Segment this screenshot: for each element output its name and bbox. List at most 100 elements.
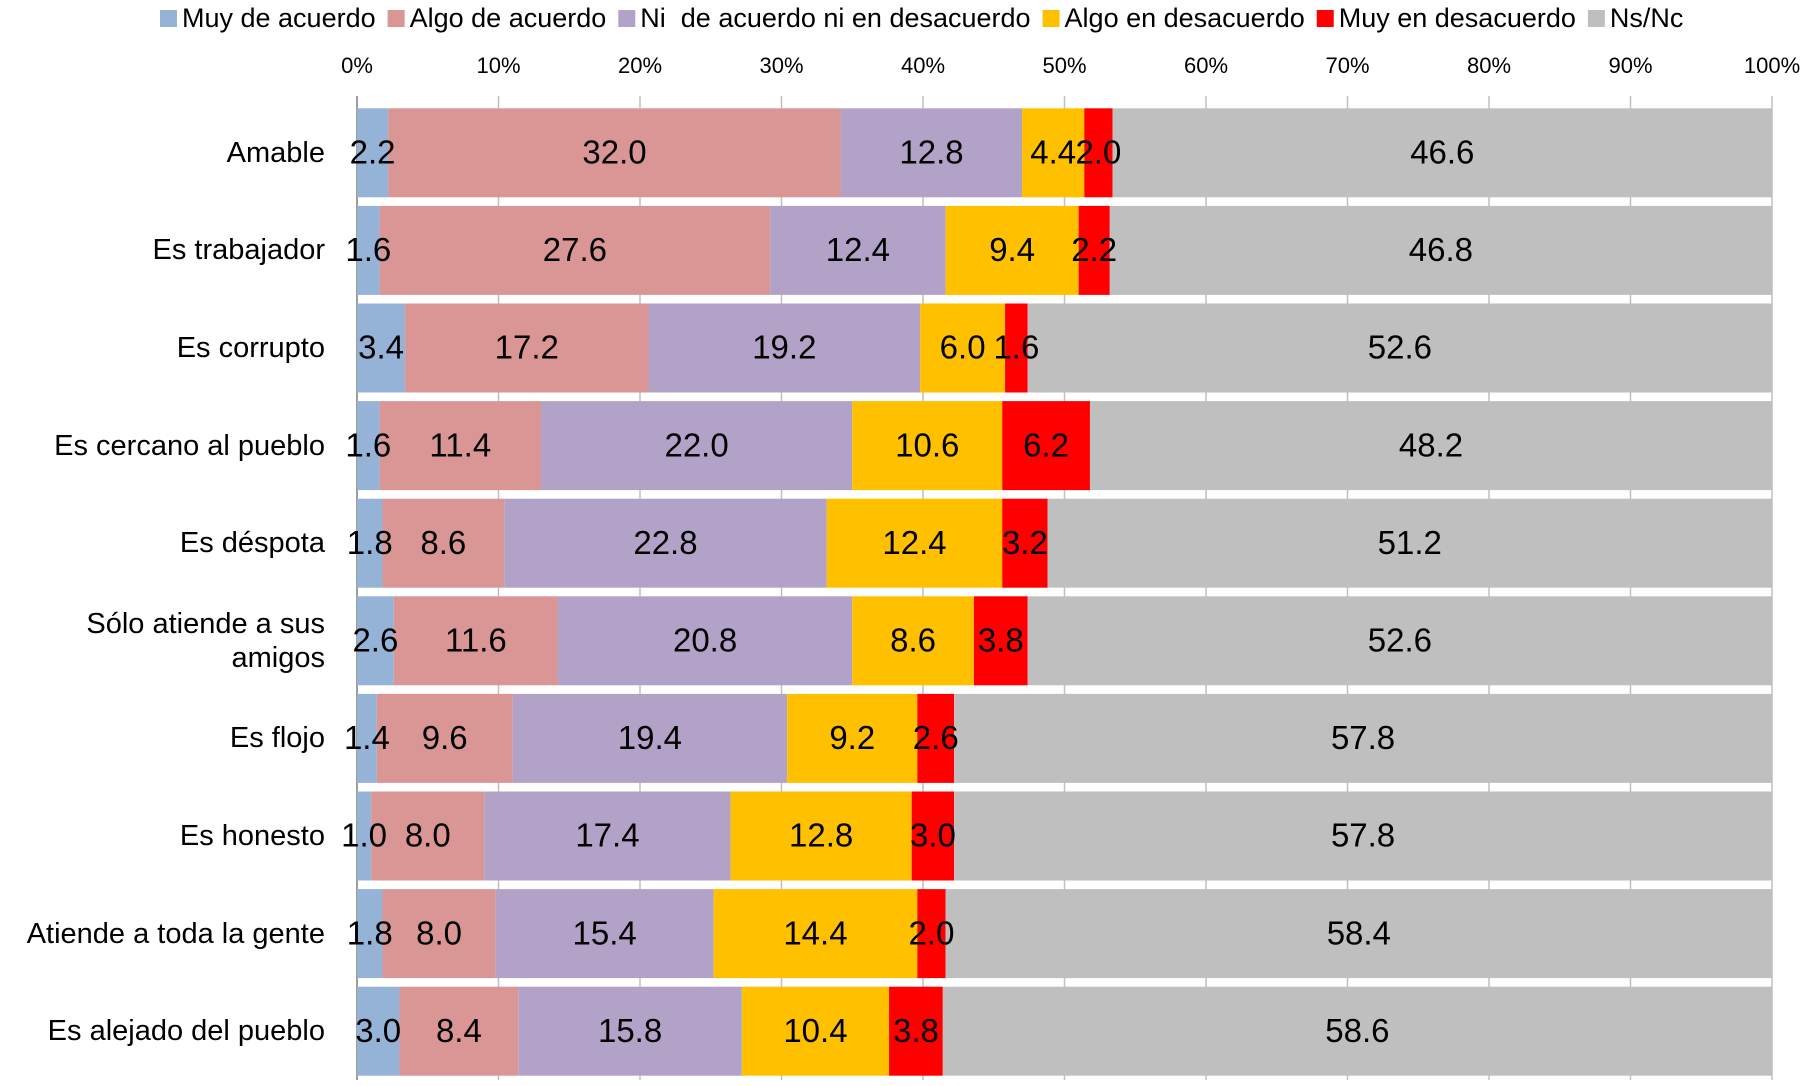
bar-segment [917, 693, 955, 783]
data-label: 58.6 [1325, 1012, 1389, 1049]
data-label: 4.4 [1030, 134, 1076, 171]
bar-segment [770, 205, 946, 295]
data-label: 8.0 [416, 914, 462, 951]
legend-swatch [387, 10, 405, 27]
bar-segment [1027, 303, 1772, 393]
bar-segment [713, 889, 918, 979]
bar-segment [741, 986, 890, 1076]
bar-segment [357, 986, 400, 1076]
y-tick-label: Es corrupto [176, 332, 325, 364]
data-label: 9.2 [829, 719, 875, 756]
bar-segment [357, 303, 406, 393]
y-tick-label: Es alejado del pueblo [47, 1015, 325, 1048]
y-tick-label: Amable [226, 136, 325, 169]
bar-segment [1002, 401, 1090, 491]
bar-segment [730, 791, 912, 881]
data-label: 15.4 [573, 914, 637, 951]
data-label: 46.6 [1410, 134, 1474, 171]
data-label: 52.6 [1368, 622, 1432, 659]
bar-segment [388, 108, 841, 198]
bar-segment [1112, 108, 1772, 198]
x-tick-label: 90% [1608, 53, 1652, 78]
bar-segment [942, 986, 1772, 1076]
data-label: 22.8 [633, 524, 697, 561]
bar-segment [1002, 498, 1048, 588]
legend-label: Ni de acuerdo ni en desacuerdo [640, 3, 1030, 33]
data-label: 22.0 [664, 426, 728, 463]
bar-segment [852, 596, 974, 686]
data-label: 2.0 [1076, 134, 1122, 171]
bar-segment [376, 693, 513, 783]
data-label: 3.0 [355, 1012, 401, 1049]
legend: Muy de acuerdo Algo de acuerdo Ni de acuer… [160, 3, 1683, 33]
legend-label: Algo en desacuerdo [1065, 3, 1305, 33]
legend-label: Ns/Nc [1610, 3, 1684, 33]
bar-segment [954, 693, 1772, 783]
bar-segment [954, 791, 1772, 881]
legend-swatch [1042, 10, 1060, 27]
bar-segment [787, 693, 918, 783]
bar-segment [1047, 498, 1772, 588]
bar-segment [826, 498, 1003, 588]
data-label: 20.8 [673, 622, 737, 659]
y-tick-label: Es cercano al pueblo [54, 429, 325, 462]
bar-segment [495, 889, 714, 979]
y-tick-label: Es flojo [229, 722, 325, 755]
data-label: 1.0 [341, 817, 387, 854]
x-tick-label: 70% [1325, 53, 1369, 78]
bar-segment [379, 205, 771, 295]
bar-segment [405, 303, 649, 393]
bar-segment [382, 889, 496, 979]
data-label: 12.4 [826, 231, 890, 268]
data-label: 6.0 [940, 329, 986, 366]
data-label: 11.6 [445, 622, 507, 659]
legend-label: Algo de acuerdo [410, 3, 607, 33]
bar-segment [557, 596, 853, 686]
x-tick-label: 20% [618, 53, 662, 78]
x-tick-label: 40% [901, 53, 945, 78]
data-label: 3.4 [358, 329, 404, 366]
bar-segment [518, 986, 742, 1076]
data-label: 17.2 [495, 329, 559, 366]
data-label: 3.2 [1002, 524, 1048, 561]
bar-segment [504, 498, 827, 588]
x-tick-label: 80% [1467, 53, 1511, 78]
labels: 2.2 32.0 12.8 4.4 2.0 46.61.6 27.6 12.4 9.4 2.2 46… [341, 134, 1474, 1049]
bar-segment [512, 693, 788, 783]
data-label: 2.6 [913, 719, 959, 756]
legend-label: Muy en desacuerdo [1339, 3, 1576, 33]
legend-swatch [160, 10, 177, 27]
data-label: 8.6 [890, 622, 936, 659]
data-label: 10.4 [783, 1012, 847, 1049]
bar-segment [357, 205, 380, 295]
bar-segment [1084, 108, 1113, 198]
y-tick-label: Es déspota [179, 527, 325, 560]
bar-segment [1005, 303, 1028, 393]
bar-segment [540, 401, 853, 491]
x-tick-label: 30% [759, 53, 803, 78]
data-label: 8.0 [405, 817, 451, 854]
bar-segment [648, 303, 921, 393]
bar-segment [357, 791, 372, 881]
legend-swatch [1316, 10, 1334, 27]
bar-segment [357, 401, 380, 491]
bar-segment [357, 889, 383, 979]
data-label: 46.8 [1409, 231, 1473, 268]
data-label: 48.2 [1399, 426, 1463, 463]
bar-segment [889, 986, 943, 1076]
bar-segment [911, 791, 955, 881]
y-tick-label: Atiende a toda la gente [26, 917, 325, 950]
bar-segment [945, 205, 1079, 295]
data-label: 9.4 [989, 231, 1035, 268]
bar-segment [357, 596, 394, 686]
bar-segment [399, 986, 519, 1076]
data-label: 2.2 [350, 134, 396, 171]
bars [357, 108, 1772, 1076]
data-label: 1.8 [347, 524, 393, 561]
data-label: 3.8 [893, 1012, 939, 1049]
bar-segment [920, 303, 1006, 393]
data-label: 19.2 [752, 329, 816, 366]
data-label: 2.0 [909, 914, 955, 951]
data-label: 1.6 [993, 329, 1039, 366]
bar-segment [917, 889, 946, 979]
